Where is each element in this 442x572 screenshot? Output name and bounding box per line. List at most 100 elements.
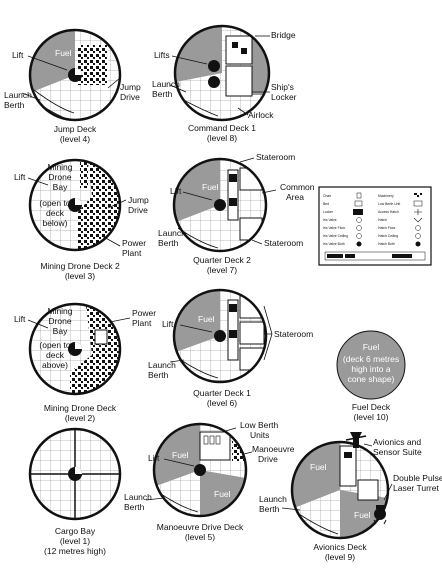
low-berth-symbol-icon [413,200,423,207]
mining-deck-1-bay-callout-2: Drone [48,316,71,326]
legend-hatch-ceiling: Hatch Ceiling [378,234,398,238]
command-deck-launch-callout-2: Berth [152,89,173,99]
hatch-ceiling-symbol-icon [415,233,421,239]
jump-deck-level: (level 4) [60,134,90,144]
quarter-deck-2-stateroom-bottom-callout: Stateroom [264,238,303,248]
avionics-deck: Fuel Fuel Avionics and Sensor Suite Doub… [259,432,442,562]
manoeuvre-drive-deck: Fuel Fuel Low Berth Units Lift Manoeuvre… [124,420,295,542]
manoeuvre-deck-lowberth-callout-1: Low Berth [240,420,279,430]
mining-deck-1-open-callout-1: (open to [39,340,70,350]
quarter-deck-1-level: (level 6) [207,398,237,408]
manoeuvre-deck-title: Manoeuvre Drive Deck [157,522,244,532]
mining-deck-1-open-callout-2: deck [46,350,65,360]
avionics-deck-launch-callout-1: Launch [259,494,287,504]
mining-deck-1-power-callout-1: Power [132,308,156,318]
manoeuvre-deck-drive-callout-1: Manoeuvre [252,444,295,454]
legend-left-column: Chair Bed Locker Iris Valve Iris Valve F… [323,192,363,247]
legend-chair: Chair [323,194,332,198]
mining-deck-1-open-callout-3: above) [42,360,68,370]
chair-symbol-icon [356,192,362,199]
mining-drone-deck-2: Lift Mining Drone Bay (open to deck belo… [14,158,149,281]
legend-hatch-both: Hatch Both [378,242,395,246]
quarter-deck-2-launch-callout-2: Berth [158,238,179,248]
locker-symbol-icon [353,209,363,215]
symbol-legend: Chair Bed Locker Iris Valve Iris Valve F… [318,186,432,266]
mining-deck-1-power-callout-2: Plant [132,318,152,328]
cargo-bay: Cargo Bay (level 1) (12 metres high) [28,427,122,556]
quarter-deck-2-fuel-label: Fuel [202,182,219,192]
legend-hatch: Hatch [378,218,387,222]
avionics-deck-turret-callout-2: Laser Turret [393,483,439,493]
laser-turret-icon [373,505,387,525]
avionics-deck-launch-callout-2: Berth [259,504,280,514]
legend-access-hatch: Access Hatch [378,210,399,214]
quarter-deck-2-lift-callout: Lift [170,186,182,196]
quarter-deck-1-title: Quarter Deck 1 [193,388,251,398]
mining-drone-deck-1: Lift Mining Drone Bay (open to deck abov… [14,302,156,423]
jump-deck-launch-callout-1: Launch [4,90,32,100]
fuel-deck: Fuel (deck 6 metres high into a cone sha… [336,330,406,422]
avionics-deck-level: (level 9) [325,552,355,562]
quarter-deck-2-stateroom-top-callout: Stateroom [256,152,295,162]
mining-deck-2-title: Mining Drone Deck 2 [40,261,120,271]
mining-deck-1-lift-callout: Lift [14,314,26,324]
quarter-deck-2-common-callout-1: Common [280,182,315,192]
avionics-deck-fuel-label-1: Fuel [310,462,327,472]
mining-deck-2-power-callout-2: Plant [122,248,142,258]
mining-deck-2-bay-callout-1: Mining [47,162,72,172]
manoeuvre-deck-drive-callout-2: Drive [258,454,278,464]
mining-deck-2-open-callout-1: (open to [39,198,70,208]
mining-deck-1-bay-callout-3: Bay [53,326,68,336]
avionics-deck-sensor-callout-2: Sensor Suite [373,447,422,457]
quarter-deck-2-title: Quarter Deck 2 [193,255,251,265]
bed-symbol-icon [354,200,363,207]
manoeuvre-deck-fuel-label-1: Fuel [172,450,189,460]
mining-deck-2-bay-callout-2: Drone [48,172,71,182]
manoeuvre-deck-level: (level 5) [185,532,215,542]
mining-deck-1-title: Mining Drone Deck [44,403,117,413]
legend-machinery: Machinery [378,194,394,198]
legend-right-column: Machinery Low Berth Unit Access Hatch Ha… [378,193,423,247]
legend-iris-valve: Iris Valve [323,218,337,222]
mining-deck-1-level: (level 2) [65,413,95,423]
fuel-deck-fuel-label: Fuel [363,342,380,352]
command-deck-lifts-callout: Lifts [154,50,170,60]
manoeuvre-deck-launch-callout-1: Launch [124,492,152,502]
jump-deck-fuel-label: Fuel [55,48,72,58]
quarter-deck-1-stateroom-callout: Stateroom [274,329,313,339]
hatch-symbol-icon [413,217,423,223]
avionics-deck-title: Avionics Deck [313,542,367,552]
command-deck-locker-callout-2: Locker [271,92,297,102]
legend-low-berth-unit: Low Berth Unit [378,202,400,206]
jump-deck: Fuel Lift Jump Drive Launch Berth Jump D… [4,28,141,144]
command-deck-airlock-callout: Airlock [248,110,274,120]
mining-deck-2-drive-callout-1: Jump [128,195,149,205]
iris-valve-floor-symbol-icon [356,225,362,231]
command-deck-1: Lifts Bridge Launch Berth Ship's Locker … [152,24,297,143]
manoeuvre-deck-lowberth-callout-2: Units [250,430,269,440]
iris-valve-ceiling-symbol-icon [356,233,362,239]
jump-deck-title: Jump Deck [54,124,97,134]
avionics-deck-turret-callout-1: Double Pulse [393,473,442,483]
manoeuvre-deck-lift-callout: Lift [148,453,160,463]
machinery-symbol-icon [414,193,422,198]
hatch-floor-symbol-icon [415,225,421,231]
quarter-deck-1-fuel-label: Fuel [198,314,215,324]
quarter-deck-1-lift-callout: Lift [162,319,174,329]
mining-deck-2-lift-callout: Lift [14,172,26,182]
jump-deck-drive-callout-2: Drive [120,92,140,102]
legend-iris-valve-floor: Iris Valve Floor [323,226,346,230]
quarter-deck-1: Fuel Lift Stateroom Launch Berth Quarter… [148,288,313,408]
iris-valve-symbol-icon [356,217,362,223]
iris-valve-both-symbol-icon [356,241,362,247]
sensor-mast-icon [345,432,367,448]
manoeuvre-deck-launch-callout-2: Berth [124,502,145,512]
cargo-bay-note: (12 metres high) [44,546,106,556]
fuel-deck-note-2: high into a [351,364,390,374]
legend-locker: Locker [323,210,334,214]
avionics-deck-fuel-label-2: Fuel [354,510,371,520]
legend-ship-silhouette-icon [327,254,343,258]
quarter-deck-2-level: (level 7) [207,265,237,275]
